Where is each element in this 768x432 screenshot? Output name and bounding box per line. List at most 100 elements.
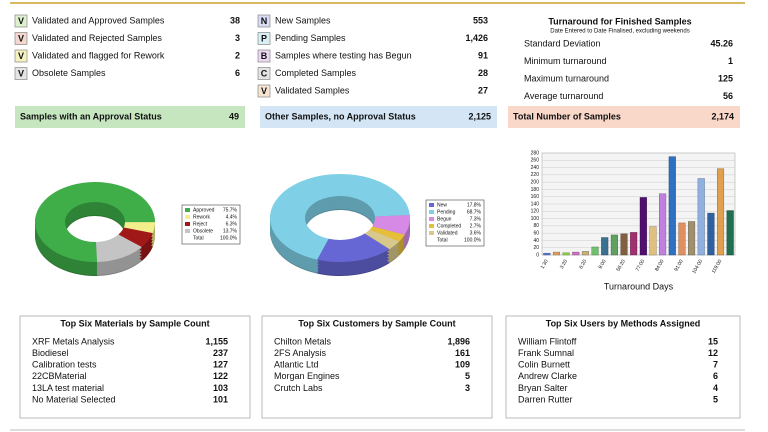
bar — [610, 234, 618, 256]
legend-box — [181, 204, 241, 245]
legend-swatch — [429, 210, 434, 214]
table-cell-name: Atlantic Ltd — [274, 360, 319, 370]
legend-swatch — [429, 203, 434, 207]
legend-value: 75.7% — [223, 207, 238, 213]
bar — [581, 251, 589, 256]
status-label: Completed Samples — [275, 68, 357, 78]
y-tick-label: 280 — [531, 150, 540, 156]
x-tick-label: 1:30 — [540, 258, 550, 270]
table-box — [19, 315, 251, 419]
x-tick-label: 56:20 — [615, 258, 627, 272]
table-cell-value: 103 — [213, 383, 228, 393]
table-cell-name: 22CBMaterial — [32, 371, 87, 381]
table-title: Top Six Customers by Sample Count — [298, 318, 455, 328]
legend-label: Obsolete — [193, 228, 213, 234]
legend-total-label: Total — [193, 235, 204, 241]
x-tick-label: 119:00 — [711, 258, 724, 274]
status-icon-letter: V — [261, 86, 267, 96]
table-cell-value: 6 — [713, 371, 718, 381]
y-tick-label: 220 — [531, 172, 540, 178]
table-cell-name: Calibration tests — [32, 360, 97, 370]
table-cell-value: 237 — [213, 348, 228, 358]
bar — [562, 252, 570, 256]
bar — [707, 212, 715, 256]
turnaround-title: Turnaround for Finished Samples — [548, 16, 691, 26]
legend-total-value: 100.0% — [464, 237, 482, 243]
table-cell-name: Frank Sumnal — [518, 348, 574, 358]
bar — [649, 226, 657, 256]
table-cell-name: William Flintoff — [518, 336, 577, 346]
legend-swatch — [185, 229, 190, 233]
status-value: 2 — [235, 50, 240, 60]
slice — [270, 174, 410, 260]
status-icon — [14, 67, 28, 80]
status-value: 1,426 — [465, 33, 488, 43]
bar — [630, 232, 638, 256]
turnaround-value: 56 — [723, 91, 733, 101]
y-tick-label: 240 — [531, 165, 540, 171]
table-cell-value: 12 — [708, 348, 718, 358]
turnaround-value: 125 — [718, 73, 733, 83]
status-icon-letter: V — [18, 68, 24, 78]
y-tick-label: 40 — [533, 238, 539, 244]
summary-label: Total Number of Samples — [513, 111, 621, 121]
x-tick-label: 3:20 — [559, 258, 569, 270]
summary-label: Other Samples, no Approval Status — [265, 111, 416, 121]
status-label: Validated and Rejected Samples — [32, 33, 162, 43]
y-tick-label: 140 — [531, 201, 540, 207]
y-tick-label: 160 — [531, 194, 540, 200]
status-icon-letter: V — [18, 51, 24, 61]
slice — [118, 227, 153, 248]
status-value: 6 — [235, 68, 240, 78]
table-cell-name: Chilton Metals — [274, 336, 332, 346]
legend-swatch — [429, 231, 434, 235]
x-tick-label: 9:00 — [598, 258, 608, 270]
status-icon — [14, 49, 28, 63]
bar — [552, 251, 561, 256]
slice — [123, 222, 155, 234]
table-box — [261, 315, 493, 419]
summary-value: 2,125 — [468, 111, 491, 121]
bar — [620, 233, 628, 256]
status-icon — [14, 32, 28, 45]
status-icon — [14, 14, 28, 28]
y-tick-label: 20 — [533, 245, 539, 251]
bar — [572, 251, 580, 256]
bar — [678, 222, 686, 256]
turnaround-value: 1 — [728, 56, 733, 66]
status-label: Obsolete Samples — [32, 68, 106, 78]
legend-value: 17.8% — [467, 202, 482, 208]
legend-swatch — [185, 222, 190, 226]
legend-label: Approved — [193, 207, 215, 213]
table-cell-value: 5 — [713, 394, 718, 404]
y-tick-label: 80 — [533, 223, 539, 229]
legend-label: Rework — [193, 214, 210, 220]
table-cell-name: Crutch Labs — [274, 383, 323, 393]
y-tick-label: 180 — [531, 187, 540, 193]
summary-bar — [508, 106, 740, 128]
status-label: New Samples — [275, 15, 331, 25]
table-cell-name: Darren Rutter — [518, 394, 573, 404]
status-label: Pending Samples — [275, 33, 346, 43]
x-tick-label: 6:20 — [578, 258, 588, 270]
x-tick-label: 84:00 — [654, 258, 666, 272]
slice — [96, 234, 142, 262]
status-value: 27 — [478, 85, 488, 95]
legend-label: Begun — [437, 216, 452, 222]
turnaround-subtitle: Date Entered to Date Finalised, excludin… — [550, 29, 689, 35]
x-axis-label: Turnaround Days — [604, 281, 674, 291]
summary-bar — [15, 106, 245, 128]
y-tick-label: 260 — [531, 158, 540, 164]
slice — [372, 214, 410, 235]
legend-swatch — [429, 217, 434, 221]
status-label: Samples where testing has Begun — [275, 50, 412, 60]
status-label: Validated Samples — [275, 85, 350, 95]
status-value: 28 — [478, 68, 488, 78]
turnaround-label: Maximum turnaround — [524, 73, 609, 83]
legend-swatch — [185, 215, 190, 219]
legend-value: 4.4% — [226, 214, 238, 220]
status-icon — [257, 84, 271, 98]
legend-value: 6.3% — [226, 221, 238, 227]
